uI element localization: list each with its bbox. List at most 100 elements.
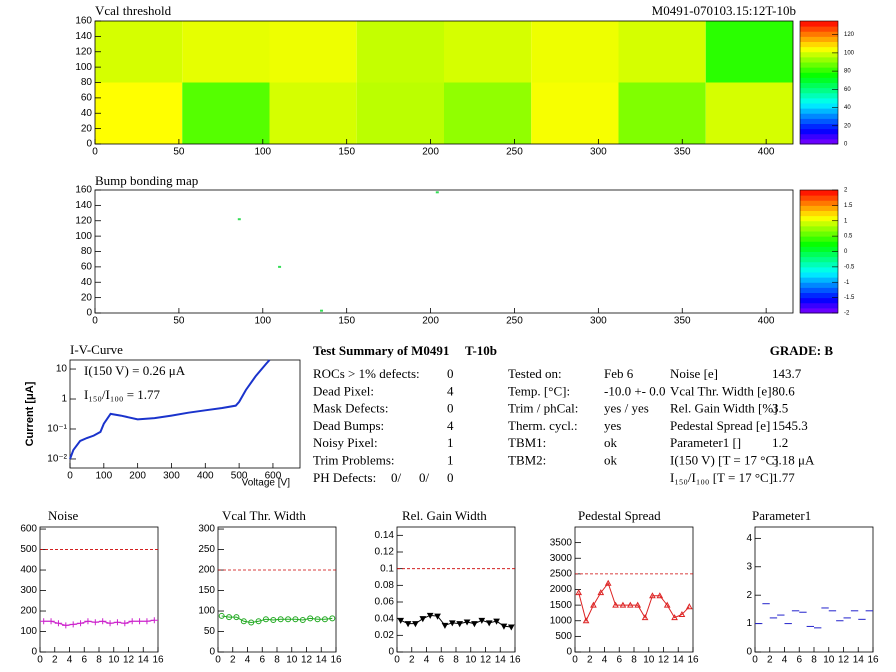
data-point <box>419 616 427 623</box>
chart-title: Vcal Thr. Width <box>222 508 306 523</box>
color-scale-step <box>800 113 838 119</box>
color-scale-label: 0.5 <box>844 234 853 240</box>
color-scale-step <box>800 103 838 109</box>
x-tick-label: 300 <box>163 471 180 482</box>
y-tick-label: 300 <box>198 524 215 535</box>
x-tick-label: 14 <box>495 655 507 666</box>
summary-value: 0 <box>447 401 454 416</box>
data-point <box>233 614 240 621</box>
data-point <box>597 589 605 596</box>
bump-point <box>320 309 324 312</box>
summary-label: Dead Pixel: <box>313 383 374 398</box>
x-tick-label: 300 <box>590 316 607 327</box>
color-scale-label: -1.5 <box>844 295 855 301</box>
summary-label: Vcal Thr. Width [e] <box>670 383 772 398</box>
data-point <box>113 619 122 626</box>
data-point <box>426 612 434 619</box>
y-tick-label: 40 <box>81 108 93 119</box>
summary-label: TBM1: <box>508 435 546 450</box>
summary-label: Noise [e] <box>670 366 718 381</box>
color-scale-label: -1 <box>844 280 850 286</box>
data-point <box>226 614 233 621</box>
y-tick-label: 0 <box>209 647 215 658</box>
x-tick-label: 4 <box>424 655 430 666</box>
x-tick-label: 400 <box>758 316 775 327</box>
data-point <box>135 618 144 625</box>
x-tick-label: 2 <box>230 655 236 666</box>
summary-value: yes <box>604 418 621 433</box>
y-tick-label: 0.06 <box>375 597 395 608</box>
x-tick-label: 50 <box>173 147 185 158</box>
x-tick-label: 8 <box>811 655 817 666</box>
data-point <box>456 621 464 628</box>
data-point <box>106 620 114 627</box>
y-tick-label: 100 <box>75 231 92 242</box>
y-tick-label: 80 <box>81 77 93 88</box>
color-scale-step <box>800 241 838 247</box>
color-scale-step <box>800 200 838 206</box>
x-tick-label: 10 <box>823 655 835 666</box>
summary-title: Test Summary of M0491 <box>313 343 449 358</box>
color-scale-step <box>800 282 838 288</box>
y-axis-label: Current [μA] <box>24 381 36 446</box>
color-scale-step <box>800 67 838 73</box>
summary-label: Parameter1 [] <box>670 435 741 450</box>
heatmap-cell <box>356 82 444 144</box>
data-point <box>240 618 247 625</box>
x-tick-label: 8 <box>274 655 280 666</box>
summary-label: Tested on: <box>508 366 562 381</box>
data-line <box>578 582 690 623</box>
color-scale-step <box>800 133 838 140</box>
x-tick-label: 10 <box>465 655 477 666</box>
x-tick-label: 350 <box>674 316 691 327</box>
y-tick-label: 0 <box>86 139 92 150</box>
data-point <box>47 618 55 625</box>
summary-module: T-10b <box>465 343 497 358</box>
color-scale-step <box>800 195 838 201</box>
summary-value: 0/ <box>391 470 402 485</box>
chart-title: Rel. Gain Width <box>402 508 487 523</box>
x-tick-label: 200 <box>422 316 439 327</box>
data-point <box>314 616 321 623</box>
data-point <box>143 618 151 625</box>
plot-frame <box>39 526 159 653</box>
y-tick-label: 3000 <box>550 553 573 564</box>
x-tick-label: 12 <box>658 655 670 666</box>
color-scale-step <box>800 51 838 58</box>
x-tick-label: 600 <box>265 471 282 482</box>
x-tick-label: 150 <box>338 316 355 327</box>
heatmap-cell <box>705 82 793 144</box>
x-tick-label: 400 <box>758 147 775 158</box>
color-scale-label: 0 <box>844 142 848 148</box>
summary-value: -10.0 +- 0.0 <box>604 383 666 398</box>
color-scale-step <box>800 292 838 299</box>
data-point <box>248 619 255 626</box>
x-tick-label: 14 <box>316 655 328 666</box>
chart-title: Bump bonding map <box>95 173 198 188</box>
color-scale-label: -0.5 <box>844 264 855 270</box>
summary-value: 3.5 <box>772 401 788 416</box>
x-tick-label: 0 <box>752 655 758 666</box>
y-tick-label: 200 <box>20 606 37 617</box>
data-point <box>285 616 292 623</box>
y-tick-label: 120 <box>75 46 92 57</box>
data-point <box>84 618 92 625</box>
x-tick-label: 150 <box>338 147 355 158</box>
data-point <box>54 620 63 627</box>
plot-frame <box>574 526 694 653</box>
x-tick-label: 6 <box>259 655 265 666</box>
bump-point <box>435 191 439 194</box>
x-tick-label: 16 <box>687 655 699 666</box>
y-tick-label: 140 <box>75 31 92 42</box>
y-tick-label: 10 <box>56 364 68 375</box>
data-point <box>255 618 262 625</box>
heatmap-cell <box>531 82 619 144</box>
data-point <box>99 618 107 625</box>
summary-label: Trim Problems: <box>313 452 395 467</box>
summary-value: ok <box>604 435 618 450</box>
data-point <box>307 615 314 622</box>
x-tick-label: 0 <box>572 655 578 666</box>
summary-label: Therm. cycl.: <box>508 418 578 433</box>
color-scale-step <box>800 21 838 27</box>
x-tick-label: 4 <box>245 655 251 666</box>
